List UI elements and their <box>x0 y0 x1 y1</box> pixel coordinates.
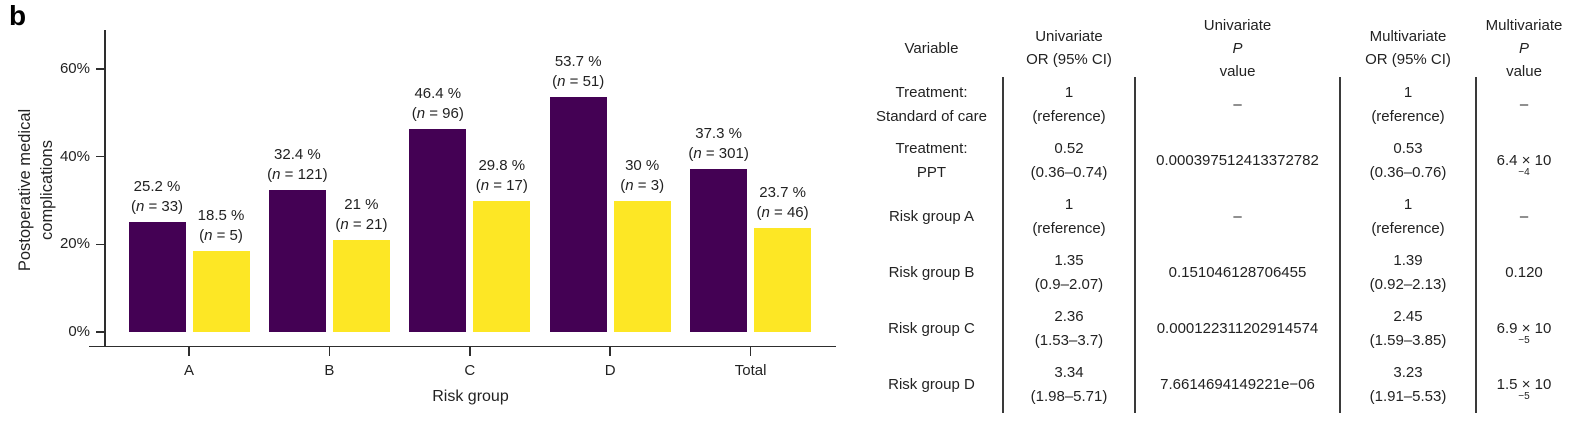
column-divider <box>1002 77 1004 413</box>
bar-value-label: 32.4 % (n = 121) <box>267 145 328 183</box>
univariate-p-cell: 0.000397512413372782 <box>1156 152 1319 169</box>
variable-cell: Risk group A <box>888 208 975 225</box>
bar-value-label: 25.2 % (n = 33) <box>130 177 184 215</box>
x-tick-label-b: B <box>324 361 335 379</box>
bar-chart: Postoperative medical complications Risk … <box>16 30 836 405</box>
column-header-uni_p: Univariate P value <box>1203 16 1272 80</box>
multivariate-or-cell: 3.23 (1.91–5.53) <box>1369 364 1447 405</box>
univariate-or-cell: 1 (reference) <box>1032 84 1106 125</box>
regression-table: Variable Univariate OR (95% CI) Univariate P… <box>860 0 1575 423</box>
bar-a-purple-series <box>128 221 186 332</box>
bar-value-label: 29.8 % (n = 17) <box>475 157 528 195</box>
x-tick-label-total: Total <box>734 361 767 379</box>
column-header-uni_or: Univariate OR (95% CI) <box>1026 28 1112 68</box>
x-tick-mark <box>188 347 190 357</box>
x-axis-title: Risk group <box>432 388 509 405</box>
bar-value-label: 23.7 % (n = 46) <box>756 184 809 222</box>
bar-value-label: 21 % (n = 21) <box>335 195 388 233</box>
multivariate-or-cell: 1 (reference) <box>1371 84 1445 125</box>
x-tick-mark <box>749 347 752 357</box>
column-header-variable: Variable <box>904 39 959 57</box>
multivariate-p-cell: – <box>1519 96 1529 113</box>
x-tick-label-d: D <box>604 361 616 379</box>
bar-value-label: 37.3 % (n = 301) <box>688 124 749 162</box>
variable-cell: Risk group C <box>888 320 975 337</box>
univariate-p-cell: 0.000122311202914574 <box>1156 320 1319 337</box>
multivariate-or-cell: 0.53 (0.36–0.76) <box>1369 140 1447 181</box>
x-tick-mark <box>609 347 611 357</box>
bar-total-purple-series <box>690 168 748 332</box>
univariate-or-cell: 1.35 (0.9–2.07) <box>1034 252 1104 293</box>
y-axis-title: Postoperative medical complications <box>16 108 56 272</box>
x-tick-label-c: C <box>464 361 476 379</box>
univariate-or-cell: 1 (reference) <box>1032 196 1106 237</box>
y-tick-label: 20% <box>59 235 90 253</box>
column-divider <box>1339 77 1341 413</box>
bar-c-purple-series <box>409 128 467 332</box>
x-tick-label-a: A <box>183 361 194 379</box>
bar-a-yellow-series <box>192 250 250 332</box>
bar-value-label: 46.4 % (n = 96) <box>411 84 464 122</box>
multivariate-p-cell: – <box>1519 208 1529 225</box>
panel-label: b <box>9 0 27 31</box>
bar-c-yellow-series <box>473 201 531 332</box>
variable-cell: Treatment: Standard of care <box>876 84 987 125</box>
multivariate-or-cell: 2.45 (1.59–3.85) <box>1369 308 1447 349</box>
y-tick-mark <box>96 155 105 158</box>
bar-value-label: 30 % (n = 3) <box>620 156 665 194</box>
column-header-multi_p: Multivariate P value <box>1485 16 1563 80</box>
column-divider <box>1134 77 1136 413</box>
bar-b-purple-series <box>268 189 326 332</box>
bar-d-yellow-series <box>613 200 671 332</box>
variable-cell: Treatment: PPT <box>895 140 968 181</box>
univariate-p-cell: 7.6614694149221e−06 <box>1160 376 1315 393</box>
univariate-or-cell: 2.36 (1.53–3.7) <box>1034 308 1104 349</box>
bar-value-label: 53.7 % (n = 51) <box>552 52 605 90</box>
bar-d-purple-series <box>549 96 607 332</box>
column-header-multi_or: Multivariate OR (95% CI) <box>1365 28 1451 68</box>
bar-total-yellow-series <box>754 228 812 332</box>
bar-b-yellow-series <box>332 239 390 332</box>
x-axis-line <box>89 345 836 348</box>
multivariate-p-cell: 6.4 × 10 −4 <box>1496 152 1552 178</box>
y-tick-label: 60% <box>59 60 90 77</box>
multivariate-or-cell: 1 (reference) <box>1371 196 1445 237</box>
univariate-p-cell: 0.151046128706455 <box>1168 264 1307 281</box>
multivariate-p-cell: 1.5 × 10 −5 <box>1496 376 1552 402</box>
univariate-p-cell: – <box>1233 96 1242 113</box>
y-tick-mark <box>96 68 105 70</box>
univariate-or-cell: 3.34 (1.98–5.71) <box>1030 364 1108 405</box>
y-tick-label: 0% <box>68 323 90 340</box>
y-tick-mark <box>96 331 105 333</box>
multivariate-p-cell: 6.9 × 10 −5 <box>1496 320 1552 346</box>
variable-cell: Risk group B <box>888 264 975 281</box>
univariate-or-cell: 0.52 (0.36–0.74) <box>1030 140 1108 181</box>
column-divider <box>1475 77 1477 413</box>
bar-value-label: 18.5 % (n = 5) <box>197 206 245 244</box>
y-axis-line <box>104 30 106 348</box>
univariate-p-cell: – <box>1233 208 1242 225</box>
variable-cell: Risk group D <box>888 376 975 393</box>
multivariate-p-cell: 0.120 <box>1505 264 1543 281</box>
x-tick-mark <box>469 347 471 357</box>
x-tick-mark <box>328 347 331 357</box>
y-tick-label: 40% <box>59 147 90 165</box>
y-tick-mark <box>96 243 105 246</box>
multivariate-or-cell: 1.39 (0.92–2.13) <box>1369 252 1447 293</box>
